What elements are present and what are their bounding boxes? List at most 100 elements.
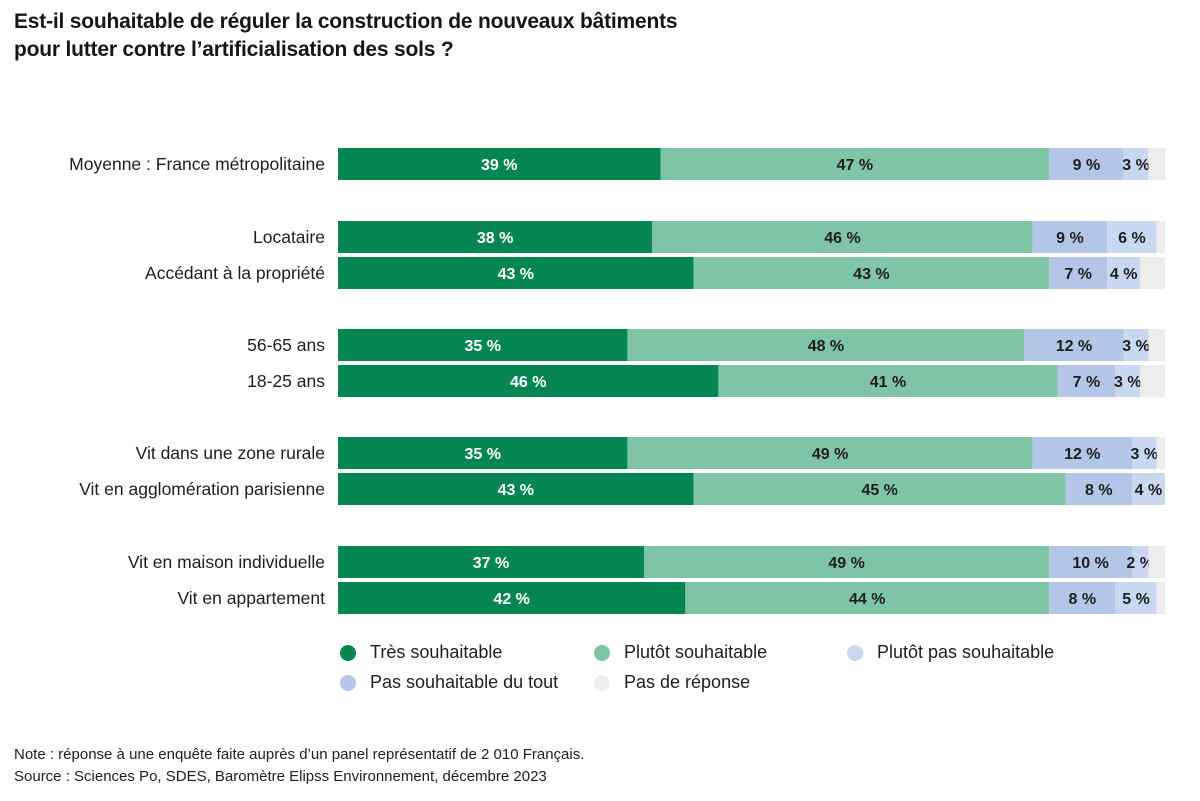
bar-segment-tres-souhaitable: [338, 148, 661, 180]
bar-segment-pas-souhaitable-du-tout: [1032, 437, 1132, 469]
data-label-plutot-pas-souhaitable: 5 %: [1122, 591, 1150, 608]
bar-segment-pas-souhaitable-du-tout: [1049, 546, 1132, 578]
bar-segment-plutot-souhaitable: [652, 221, 1033, 253]
data-label-plutot-pas-souhaitable: 3 %: [1114, 374, 1142, 391]
legend-item-pas-de-reponse: Pas de réponse: [594, 672, 750, 693]
bar-row-accedant-a-la-propriete: Accédant à la propriété 43 % 43 % 7 % 4 %: [145, 257, 1165, 289]
bar-segment-tres-souhaitable: [338, 582, 686, 614]
bar-row-vit-en-appartement: Vit en appartement 42 % 44 % 8 % 5 %: [177, 582, 1165, 614]
bar-segment-pas-de-reponse: [1156, 582, 1165, 614]
bar-segment-plutot-souhaitable: [660, 148, 1050, 180]
bar-segment-pas-de-reponse: [1140, 365, 1165, 397]
bar-segment-tres-souhaitable: [338, 329, 628, 361]
data-label-tres-souhaitable: 46 %: [510, 374, 546, 391]
data-label-plutot-souhaitable: 44 %: [849, 591, 885, 608]
bar-segment-plutot-souhaitable: [718, 365, 1058, 397]
data-label-plutot-pas-souhaitable: 3 %: [1122, 157, 1150, 174]
legend-item-tres-souhaitable: Très souhaitable: [340, 642, 502, 663]
bar-row-56-65-ans: 56-65 ans 35 % 48 % 12 % 3 %: [247, 329, 1165, 361]
bar-segment-plutot-pas-souhaitable: [1107, 221, 1157, 253]
category-label: Moyenne : France métropolitaine: [69, 154, 325, 174]
bar-segment-plutot-souhaitable: [693, 473, 1066, 505]
legend: Très souhaitable Plutôt souhaitable Plut…: [340, 642, 1140, 702]
category-label: Accédant à la propriété: [145, 263, 325, 283]
data-label-plutot-souhaitable: 49 %: [828, 555, 864, 572]
data-label-plutot-pas-souhaitable: 3 %: [1131, 446, 1159, 463]
bar-segment-pas-souhaitable-du-tout: [1057, 365, 1116, 397]
legend-swatch: [847, 644, 863, 661]
bar-segment-pas-de-reponse: [1156, 221, 1165, 253]
chart-title-line-2: pour lutter contre l’artificialisation d…: [14, 38, 454, 61]
bar-segment-pas-souhaitable-du-tout: [1049, 257, 1108, 289]
legend-swatch: [594, 674, 610, 691]
data-label-plutot-pas-souhaitable: 4 %: [1135, 482, 1163, 499]
bar-segment-pas-souhaitable-du-tout: [1049, 582, 1116, 614]
bar-row-vit-dans-une-zone-rurale: Vit dans une zone rurale 35 % 49 % 12 % 3 %: [136, 437, 1165, 469]
bar-segment-plutot-pas-souhaitable: [1131, 437, 1157, 469]
data-label-plutot-souhaitable: 45 %: [861, 482, 897, 499]
chart-title: Est-il souhaitable de réguler la constru…: [14, 8, 678, 64]
legend-label: Pas de réponse: [624, 672, 751, 692]
legend-swatch: [594, 644, 610, 661]
legend-swatch: [340, 674, 356, 691]
bar-segment-pas-de-reponse: [1140, 257, 1165, 289]
data-label-plutot-pas-souhaitable: 3 %: [1122, 338, 1150, 355]
data-label-plutot-pas-souhaitable: 2 %: [1126, 555, 1154, 572]
data-label-pas-souhaitable-du-tout: 10 %: [1072, 555, 1108, 572]
category-label: 56-65 ans: [247, 335, 325, 355]
bar-segment-pas-souhaitable-du-tout: [1065, 473, 1132, 505]
bar-segment-pas-de-reponse: [1148, 148, 1165, 180]
bar-segment-plutot-pas-souhaitable: [1115, 365, 1141, 397]
bar-segment-pas-de-reponse: [1156, 437, 1165, 469]
bar-segment-plutot-pas-souhaitable: [1131, 546, 1149, 578]
data-label-plutot-souhaitable: 46 %: [824, 230, 860, 247]
stacked-bar-chart: Moyenne : France métropolitaine 39 % 47 % 9…: [69, 148, 1165, 614]
bar-row-vit-en-agglomeration-parisienne: Vit en agglomération parisienne 43 % 45 % 8…: [79, 473, 1165, 505]
bar-segment-plutot-pas-souhaitable: [1123, 148, 1149, 180]
bar-segment-plutot-souhaitable: [693, 257, 1050, 289]
data-label-tres-souhaitable: 35 %: [464, 338, 500, 355]
bar-segment-pas-souhaitable-du-tout: [1024, 329, 1124, 361]
data-label-pas-souhaitable-du-tout: 8 %: [1069, 591, 1097, 608]
data-label-pas-souhaitable-du-tout: 9 %: [1056, 230, 1084, 247]
bar-segment-plutot-pas-souhaitable: [1131, 473, 1165, 505]
bar-row-locataire: Locataire 38 % 46 % 9 % 6 %: [253, 221, 1165, 253]
bar-segment-plutot-souhaitable: [627, 329, 1025, 361]
bar-segment-plutot-pas-souhaitable: [1123, 329, 1149, 361]
legend-item-plutot-pas-souhaitable: Plutôt pas souhaitable: [847, 642, 1054, 663]
bar-segment-pas-souhaitable-du-tout: [1049, 148, 1124, 180]
category-label: Vit en appartement: [177, 588, 325, 608]
data-label-tres-souhaitable: 42 %: [493, 591, 529, 608]
legend-swatch: [340, 644, 356, 661]
category-label: Vit dans une zone rurale: [136, 443, 325, 463]
data-label-pas-souhaitable-du-tout: 12 %: [1064, 446, 1100, 463]
data-label-plutot-souhaitable: 47 %: [837, 157, 873, 174]
bar-row-18-25-ans: 18-25 ans 46 % 41 % 7 % 3 %: [247, 365, 1165, 397]
data-label-pas-souhaitable-du-tout: 9 %: [1073, 157, 1101, 174]
bar-segment-plutot-souhaitable: [627, 437, 1033, 469]
data-label-pas-souhaitable-du-tout: 7 %: [1064, 266, 1092, 283]
legend-label: Plutôt pas souhaitable: [877, 642, 1055, 662]
bar-segment-plutot-souhaitable: [643, 546, 1050, 578]
footer-source: Source : Sciences Po, SDES, Baromètre El…: [14, 768, 547, 785]
data-label-plutot-souhaitable: 49 %: [812, 446, 848, 463]
bar-row-vit-en-maison-individuelle: Vit en maison individuelle 37 % 49 % 10 % 2 …: [128, 546, 1165, 578]
bar-segment-plutot-souhaitable: [685, 582, 1050, 614]
bar-row-moyenne-france-metropolitaine: Moyenne : France métropolitaine 39 % 47 % 9…: [69, 148, 1165, 180]
data-label-tres-souhaitable: 43 %: [498, 482, 534, 499]
legend-label: Très souhaitable: [370, 642, 503, 662]
data-label-plutot-souhaitable: 41 %: [870, 374, 906, 391]
legend-item-plutot-souhaitable: Plutôt souhaitable: [594, 642, 767, 663]
bar-segment-tres-souhaitable: [338, 546, 644, 578]
data-label-tres-souhaitable: 39 %: [481, 157, 517, 174]
data-label-plutot-pas-souhaitable: 4 %: [1110, 266, 1138, 283]
bar-segment-tres-souhaitable: [338, 365, 719, 397]
bar-segment-plutot-pas-souhaitable: [1107, 257, 1141, 289]
footer-note: Note : réponse à une enquête faite auprè…: [14, 746, 585, 763]
legend-label: Plutôt souhaitable: [624, 642, 768, 662]
data-label-pas-souhaitable-du-tout: 12 %: [1056, 338, 1092, 355]
bar-segment-tres-souhaitable: [338, 473, 694, 505]
data-label-plutot-pas-souhaitable: 6 %: [1118, 230, 1146, 247]
bar-segment-pas-de-reponse: [1148, 329, 1165, 361]
category-label: Vit en maison individuelle: [128, 552, 325, 572]
